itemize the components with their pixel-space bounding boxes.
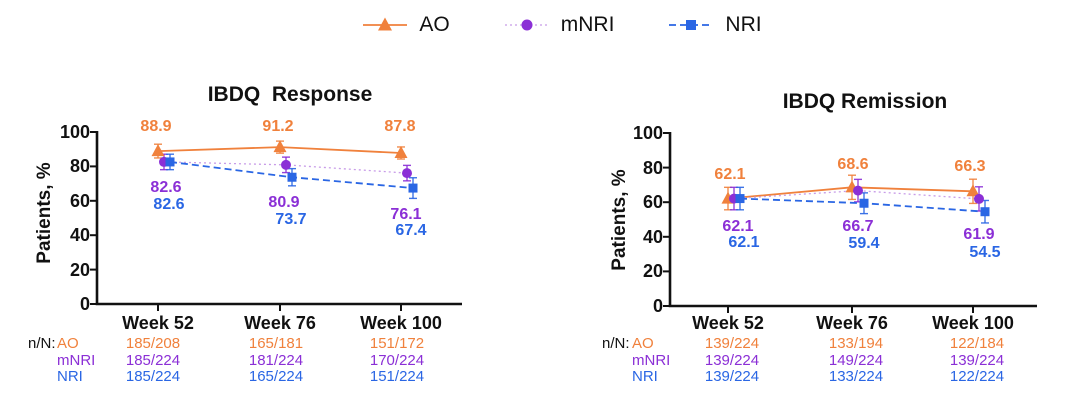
legend-item-nri: NRI: [668, 13, 762, 37]
y-tick-0: 0: [652, 296, 663, 316]
ao-value-label: 87.8: [384, 118, 416, 135]
ibdq-remission-chart: IBDQ Remission Patients, % 100 80 60 40 …: [540, 80, 1080, 404]
x-label-week100: Week 100: [932, 313, 1014, 333]
mnri-value-label: 76.1: [390, 206, 422, 223]
nn-row-name-mnri: mNRI: [57, 352, 96, 369]
nn-row-name-mnri: mNRI: [632, 352, 671, 369]
ao-triangle-line-icon: [363, 17, 408, 31]
remission-plot-area: [663, 132, 1037, 313]
ibdq-response-chart: IBDQ Response Patients, % 100 80 60 40 2…: [0, 80, 540, 404]
n-over-n-label: n/N:: [28, 335, 56, 352]
mnri-circle-line-icon: [504, 19, 549, 31]
nn-cell: 151/172: [369, 335, 425, 352]
y-tick-40: 40: [69, 225, 90, 245]
y-tick-20: 20: [642, 261, 663, 281]
y-tick-80: 80: [642, 158, 663, 178]
ao-value-label: 88.9: [140, 118, 172, 135]
legend-label-nri: NRI: [725, 13, 762, 36]
response-plot-area: [90, 131, 462, 311]
nri-square-line-icon: [669, 20, 714, 30]
nn-cell: 165/181: [248, 335, 304, 352]
nn-cell: 165/224: [248, 368, 304, 385]
nn-cell: 170/224: [369, 352, 425, 369]
x-label-week100: Week 100: [360, 313, 442, 333]
ao-value-label: 62.1: [714, 166, 746, 183]
legend-item-mnri: mNRI: [504, 13, 615, 37]
nn-cell: 133/224: [828, 368, 884, 385]
nri-value-label: 82.6: [153, 196, 185, 213]
mnri-value-label: 61.9: [963, 226, 995, 243]
y-tick-40: 40: [642, 227, 663, 247]
nn-cell: 139/224: [704, 352, 760, 369]
y-tick-80: 80: [69, 156, 90, 176]
chart-title: IBDQ Response: [207, 83, 373, 106]
y-tick-100: 100: [632, 123, 663, 143]
y-tick-0: 0: [79, 294, 90, 314]
nri-value-label: 73.7: [275, 211, 307, 228]
x-label-week52: Week 52: [122, 313, 194, 333]
nn-cell: 151/224: [369, 368, 425, 385]
mnri-value-label: 62.1: [722, 218, 754, 235]
nri-value-label: 62.1: [728, 234, 760, 251]
mnri-value-label: 66.7: [842, 218, 874, 235]
nn-cell: 139/224: [704, 368, 760, 385]
nn-row-name-ao: AO: [57, 335, 79, 352]
nn-row-name-nri: NRI: [632, 368, 658, 385]
nn-row-name-ao: AO: [632, 335, 654, 352]
y-tick-60: 60: [642, 192, 663, 212]
nri-value-label: 54.5: [969, 244, 1001, 261]
chart-title: IBDQ Remission: [782, 90, 948, 113]
mnri-value-label: 82.6: [150, 179, 182, 196]
y-tick-100: 100: [59, 122, 90, 142]
nn-cell: 185/208: [125, 335, 181, 352]
ao-value-label: 91.2: [262, 118, 294, 135]
mnri-value-label: 80.9: [268, 194, 300, 211]
y-tick-20: 20: [69, 260, 90, 280]
nn-cell: 133/194: [828, 335, 884, 352]
ao-value-label: 66.3: [954, 158, 986, 175]
x-label-week52: Week 52: [692, 313, 764, 333]
nn-row-name-nri: NRI: [57, 368, 83, 385]
n-over-n-label: n/N:: [602, 335, 630, 352]
nn-cell: 139/224: [704, 335, 760, 352]
nri-value-label: 59.4: [848, 235, 880, 252]
nn-cell: 149/224: [828, 352, 884, 369]
nn-cell: 122/184: [949, 335, 1005, 352]
x-label-week76: Week 76: [816, 313, 888, 333]
nn-cell: 181/224: [248, 352, 304, 369]
nn-cell: 139/224: [949, 352, 1005, 369]
nri-value-label: 67.4: [395, 222, 427, 239]
legend-item-ao: AO: [362, 13, 450, 37]
y-tick-60: 60: [69, 191, 90, 211]
legend: AO mNRI NRI: [22, 13, 1080, 37]
ao-value-label: 68.6: [837, 156, 869, 173]
legend-label-mnri: mNRI: [560, 13, 615, 36]
nn-cell: 185/224: [125, 352, 181, 369]
legend-label-ao: AO: [419, 13, 450, 36]
nn-cell: 185/224: [125, 368, 181, 385]
nn-cell: 122/224: [949, 368, 1005, 385]
x-label-week76: Week 76: [244, 313, 316, 333]
